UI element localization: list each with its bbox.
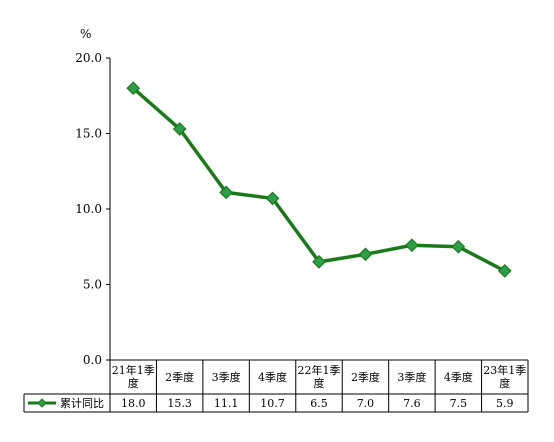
y-tick-label: 15.0 — [75, 127, 102, 141]
legend-label: 累计同比 — [60, 397, 104, 410]
category-label: 2季度 — [165, 370, 194, 384]
category-label: 度 — [314, 376, 325, 390]
data-point-marker — [497, 264, 512, 278]
series-line — [132, 86, 506, 273]
data-table-value: 10.7 — [260, 397, 285, 410]
category-label: 21年1季 — [112, 363, 155, 377]
data-point-marker — [126, 81, 141, 96]
data-table-value: 18.0 — [121, 397, 146, 410]
y-tick-label: 5.0 — [83, 278, 102, 292]
data-point-marker — [451, 239, 466, 254]
data-point-marker — [219, 185, 233, 200]
data-point-marker — [265, 191, 280, 206]
legend-marker — [37, 398, 47, 408]
category-label: 3季度 — [397, 370, 426, 384]
category-label: 4季度 — [444, 370, 473, 384]
y-unit-label: % — [80, 27, 91, 41]
y-tick-label: 0.0 — [83, 353, 102, 367]
series-layer — [126, 81, 512, 278]
data-table-value: 6.5 — [310, 397, 328, 410]
data-point-marker — [405, 238, 419, 253]
data-table-value: 7.5 — [450, 397, 468, 410]
data-point-marker — [172, 122, 187, 136]
category-label: 22年1季 — [298, 363, 341, 377]
data-table-value: 5.9 — [496, 397, 514, 410]
y-tick-label: 20.0 — [75, 51, 102, 65]
data-table-value: 15.3 — [167, 397, 192, 410]
category-label: 3季度 — [212, 370, 241, 384]
category-label: 度 — [128, 376, 139, 390]
category-label: 度 — [499, 376, 510, 390]
y-tick-label: 10.0 — [75, 202, 102, 216]
data-table-value: 7.6 — [403, 397, 421, 410]
data-point-marker — [312, 255, 326, 269]
category-label: 4季度 — [258, 370, 287, 384]
data-table-value: 11.1 — [214, 397, 239, 410]
data-point-marker — [358, 247, 373, 262]
axes: 0.0 5.0 10.0 15.0 20.0 — [75, 51, 111, 367]
category-label: 2季度 — [351, 370, 380, 384]
data-table-value: 7.0 — [357, 397, 375, 410]
category-label: 23年1季 — [483, 363, 526, 377]
